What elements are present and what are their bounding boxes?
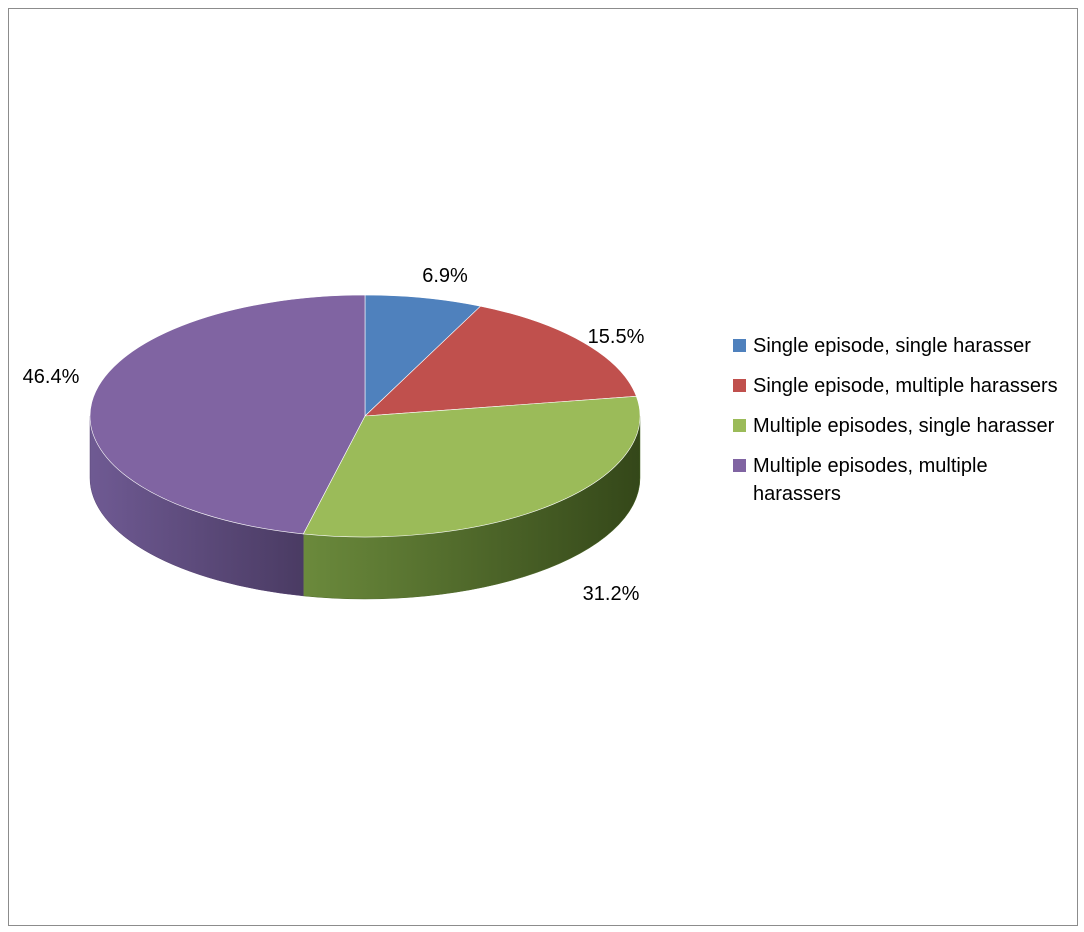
legend: Single episode, single harasser Single e… bbox=[733, 332, 1073, 520]
legend-item-single-episode-single-harasser: Single episode, single harasser bbox=[733, 332, 1073, 360]
legend-swatch bbox=[733, 459, 746, 472]
data-label-multiple-episodes-single-harasser: 31.2% bbox=[583, 583, 640, 605]
legend-item-multiple-episodes-single-harasser: Multiple episodes, single harasser bbox=[733, 412, 1073, 440]
legend-item-multiple-episodes-multiple-harassers: Multiple episodes, multiple harassers bbox=[733, 452, 1073, 508]
legend-item-single-episode-multiple-harassers: Single episode, multiple harassers bbox=[733, 372, 1073, 400]
legend-swatch bbox=[733, 379, 746, 392]
legend-label: Multiple episodes, single harasser bbox=[753, 415, 1055, 437]
slice-single-episode-multiple-harassers bbox=[364, 305, 637, 417]
slice-multiple-episodes-single-harasser bbox=[302, 396, 641, 538]
slice-multiple-episodes-multiple-harassers bbox=[89, 294, 366, 535]
pie-tops bbox=[89, 294, 641, 538]
legend-label: Multiple episodes, multiple harassers bbox=[753, 455, 988, 505]
legend-swatch bbox=[733, 419, 746, 432]
data-label-multiple-episodes-multiple-harassers: 46.4% bbox=[23, 366, 80, 388]
slice-single-episode-single-harasser bbox=[364, 294, 482, 417]
legend-swatch bbox=[733, 339, 746, 352]
data-label-single-episode-multiple-harassers: 15.5% bbox=[588, 326, 645, 348]
data-label-single-episode-single-harasser: 6.9% bbox=[422, 265, 468, 287]
pie-data-labels: 6.9% 15.5% 31.2% 46.4% bbox=[23, 265, 645, 605]
legend-label: Single episode, multiple harassers bbox=[753, 375, 1058, 397]
legend-label: Single episode, single harasser bbox=[753, 335, 1031, 357]
